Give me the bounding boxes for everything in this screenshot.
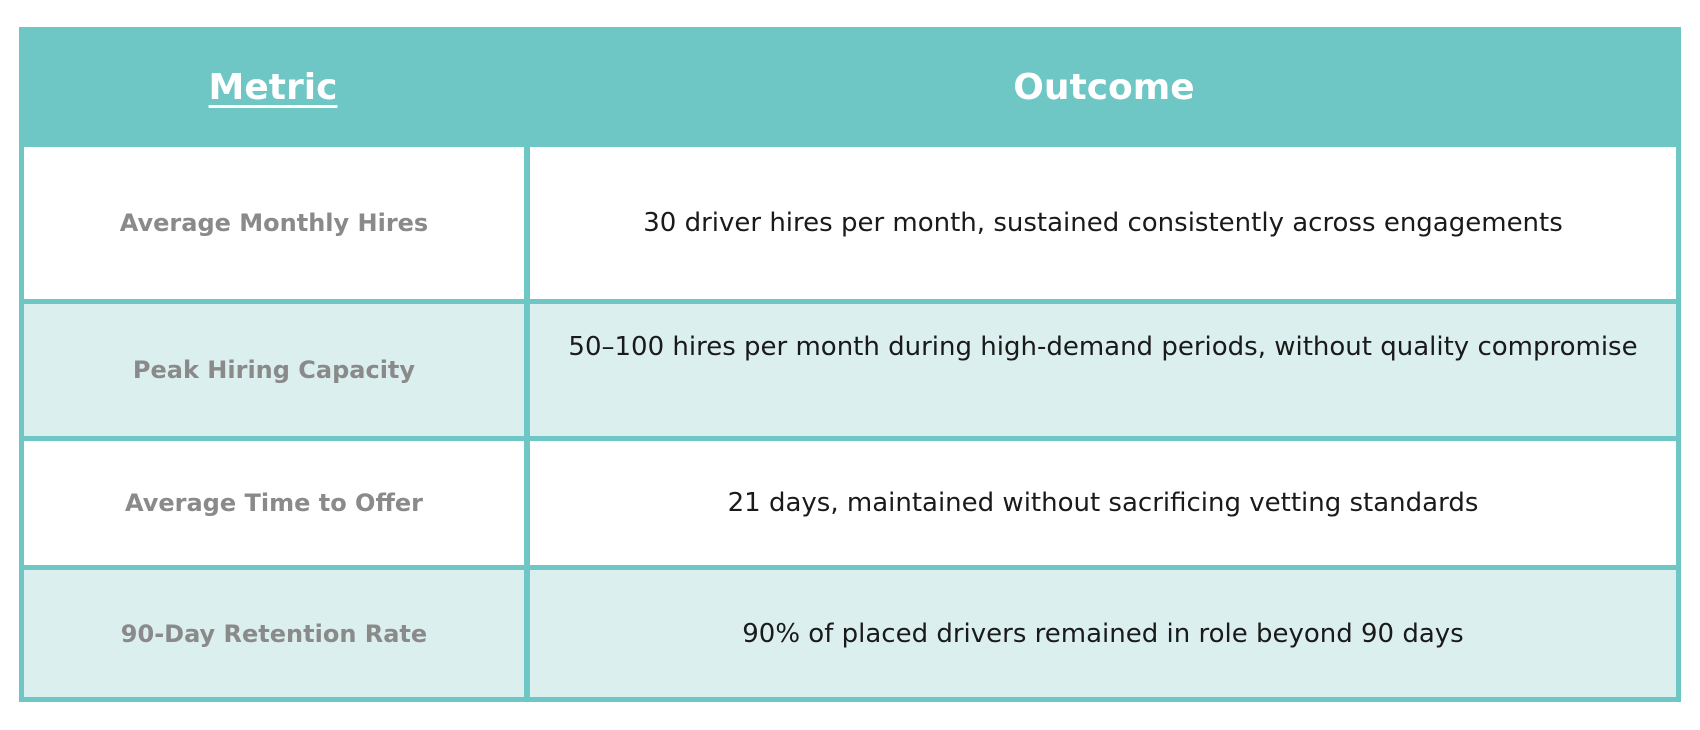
header-metric-label: Metric <box>208 66 338 108</box>
metric-cell: Average Monthly Hires <box>24 147 524 299</box>
metric-cell: 90-Day Retention Rate <box>24 570 524 697</box>
table-header-row: Metric Outcome <box>19 27 1681 147</box>
outcome-cell: 50–100 hires per month during high-deman… <box>530 304 1676 436</box>
header-outcome-label: Outcome <box>1013 66 1195 108</box>
table-row: Average Monthly Hires 30 driver hires pe… <box>19 147 1681 299</box>
table-row: Peak Hiring Capacity 50–100 hires per mo… <box>19 304 1681 436</box>
header-metric: Metric <box>19 27 527 147</box>
header-outcome: Outcome <box>527 27 1681 147</box>
table-row: 90-Day Retention Rate 90% of placed driv… <box>19 570 1681 697</box>
metric-cell: Average Time to Offer <box>24 441 524 565</box>
metric-cell: Peak Hiring Capacity <box>24 304 524 436</box>
outcome-cell: 21 days, maintained without sacrificing … <box>530 441 1676 565</box>
table-row: Average Time to Offer 21 days, maintaine… <box>19 441 1681 565</box>
metrics-table: Metric Outcome Average Monthly Hires 30 … <box>19 27 1681 702</box>
outcome-cell: 90% of placed drivers remained in role b… <box>530 570 1676 697</box>
outcome-cell: 30 driver hires per month, sustained con… <box>530 147 1676 299</box>
